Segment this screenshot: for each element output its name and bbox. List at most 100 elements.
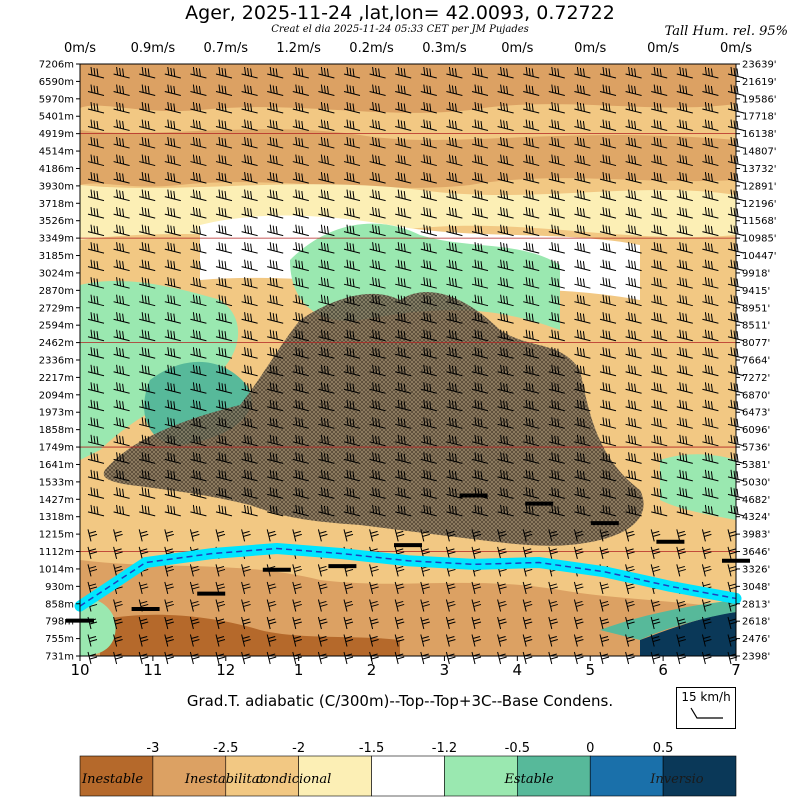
wind-barb [318,487,335,499]
wind-barb [267,84,284,97]
wind-barb [164,101,181,114]
wind-barb [702,259,719,272]
wind-barb [394,616,405,630]
wind-barb [318,452,335,464]
wind-barb [651,417,668,429]
wind-barb [241,529,251,542]
wind-barb [548,172,565,184]
wind-barb [267,452,284,464]
wind-barb [702,364,719,377]
wind-barb [471,136,489,149]
stable-zone-right [660,454,736,520]
wind-barb [574,294,591,307]
wind-barb [395,119,412,132]
wind-barb [625,207,642,219]
wind-barb [497,616,507,630]
x-axis: 10 11 12 1 2 3 4 5 6 7 [70,656,741,679]
wind-barb [702,154,719,167]
wind-barb [266,581,277,595]
wind-barb [241,154,258,167]
y-tick-label-right: 7664' [742,356,770,367]
wind-barb [241,452,258,464]
wind-barb [215,434,233,447]
wind-barb [164,434,181,447]
surface-inversion [640,612,736,656]
wind-barb [190,469,207,482]
wind-barb [599,487,617,499]
wind-barb [497,84,514,97]
wind-barb [164,417,181,429]
wind-barb [471,634,482,647]
wind-barb [189,616,200,630]
wind-barb [189,599,200,612]
wind-barb [625,172,642,184]
wind-barb [523,469,540,482]
top-wind-label: 0m/s [720,41,752,56]
wind-barb [139,242,156,254]
wind-barb [497,469,514,482]
wind-barb [523,399,540,412]
wind-barb [548,364,565,377]
wind-barb [676,329,693,342]
wind-barb [318,469,335,482]
wind-barb [446,277,463,289]
wind-barb [548,487,565,499]
wind-barb [497,634,507,647]
wind-barb [676,172,693,184]
wind-barb [497,189,514,202]
wind-barb [292,136,309,149]
wind-barb [651,364,668,377]
wind-barb [292,242,309,254]
wind-barb [164,207,181,219]
wind-barb [190,154,207,167]
wind-barb [369,84,386,97]
wind-barb [190,84,207,97]
wind-barb [548,312,565,324]
wind-barb [164,599,174,612]
wind-barb [113,564,123,577]
wind-barb [548,382,565,394]
wind-barb [369,452,386,464]
legend-swatch [371,755,445,797]
wind-barb [164,347,181,359]
wind-barb [471,312,489,324]
y-tick-label-left: 4919m [39,129,74,140]
wind-barb [573,546,584,560]
legend-boundary-label: -3 [146,741,159,756]
wind-barb [395,259,412,272]
wind-barb [446,364,463,377]
wind-barb [522,599,533,612]
stability-legend: -3 -2.5 -2 -1.5 -1.2 -0.5 0 0.5 Inestable Inestab… [79,741,737,797]
wind-barb [625,382,642,394]
wind-barb [395,487,412,499]
wind-barb [189,529,200,542]
wind-barb [87,119,105,132]
wind-barb [369,277,386,289]
y-tick-label-left: 3024m [39,268,74,279]
wind-barb [343,616,354,630]
wind-barb [446,399,463,412]
wind-barb [113,242,130,254]
y-tick-label-right: 9918' [742,268,770,279]
y-tick-label-left: 5970m [39,94,74,105]
wind-barb [395,84,412,97]
wind-barb [523,207,540,219]
wind-barb [241,101,258,114]
wind-barb [420,469,437,482]
wind-barb [676,242,693,254]
wind-barb [497,66,514,79]
wind-barb [599,224,617,237]
wind-barb [87,312,105,324]
wind-barb [215,417,233,429]
wind-barb [113,634,123,647]
wind-barb [164,154,181,167]
wind-barb [573,616,584,630]
wind-barb [318,136,335,149]
wind-scale-label: 15 km/h [681,690,731,704]
wind-barb [420,136,437,149]
wind-barb [497,529,507,542]
wind-barb [369,189,386,202]
y-tick-label-left: 858m [45,599,74,610]
wind-barb [548,599,558,612]
wind-barb [292,101,309,114]
